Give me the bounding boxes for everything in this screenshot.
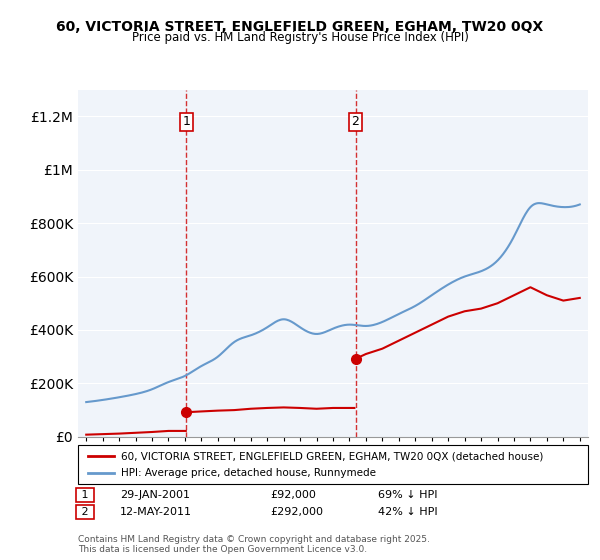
Text: 69% ↓ HPI: 69% ↓ HPI — [378, 490, 437, 500]
Text: 60, VICTORIA STREET, ENGLEFIELD GREEN, EGHAM, TW20 0QX (detached house): 60, VICTORIA STREET, ENGLEFIELD GREEN, E… — [121, 451, 544, 461]
Text: 60, VICTORIA STREET, ENGLEFIELD GREEN, EGHAM, TW20 0QX: 60, VICTORIA STREET, ENGLEFIELD GREEN, E… — [56, 20, 544, 34]
Text: 12-MAY-2011: 12-MAY-2011 — [120, 507, 192, 517]
Text: Price paid vs. HM Land Registry's House Price Index (HPI): Price paid vs. HM Land Registry's House … — [131, 31, 469, 44]
Text: £92,000: £92,000 — [270, 490, 316, 500]
FancyBboxPatch shape — [78, 445, 588, 484]
Text: Contains HM Land Registry data © Crown copyright and database right 2025.
This d: Contains HM Land Registry data © Crown c… — [78, 535, 430, 554]
Text: 42% ↓ HPI: 42% ↓ HPI — [378, 507, 437, 517]
Text: 29-JAN-2001: 29-JAN-2001 — [120, 490, 190, 500]
Text: 1: 1 — [182, 115, 190, 128]
Text: HPI: Average price, detached house, Runnymede: HPI: Average price, detached house, Runn… — [121, 468, 376, 478]
Text: 2: 2 — [78, 507, 92, 517]
Text: 2: 2 — [352, 115, 359, 128]
Text: 1: 1 — [78, 490, 92, 500]
Text: £292,000: £292,000 — [270, 507, 323, 517]
